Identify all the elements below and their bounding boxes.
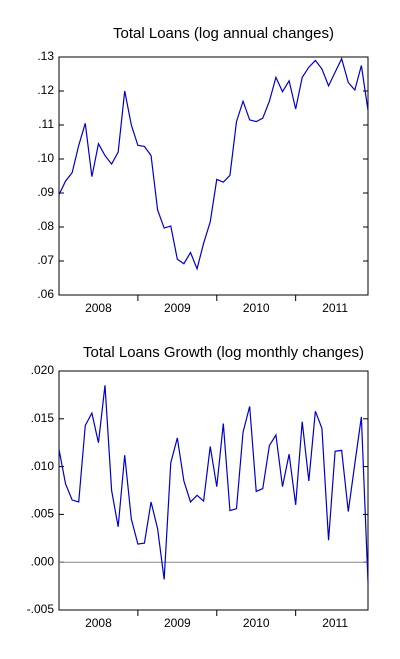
plot-frame bbox=[58, 370, 369, 611]
plot-frame bbox=[58, 56, 369, 296]
y-tick-label: .09 bbox=[37, 185, 54, 199]
x-tick-label: 2010 bbox=[243, 616, 270, 630]
chart-title: Total Loans Growth (log monthly changes) bbox=[83, 344, 364, 361]
y-tick-label: -.005 bbox=[27, 602, 55, 616]
data-line bbox=[58, 385, 369, 583]
y-tick-label: .06 bbox=[37, 287, 54, 301]
y-tick-label: .12 bbox=[37, 83, 54, 97]
y-tick-label: .015 bbox=[31, 411, 55, 425]
x-tick-label: 2009 bbox=[164, 616, 191, 630]
x-tick-label: 2011 bbox=[322, 301, 348, 315]
x-tick-label: 2011 bbox=[322, 616, 348, 630]
y-tick-label: .07 bbox=[37, 253, 54, 267]
x-tick-label: 2008 bbox=[85, 301, 112, 315]
x-tick-label: 2009 bbox=[164, 301, 191, 315]
y-tick-label: .020 bbox=[31, 363, 55, 377]
x-tick-label: 2010 bbox=[243, 301, 270, 315]
data-line bbox=[58, 57, 369, 271]
y-tick-label: .000 bbox=[31, 554, 55, 568]
y-tick-label: .08 bbox=[37, 219, 54, 233]
y-tick-label: .11 bbox=[38, 117, 54, 131]
chart-title: Total Loans (log annual changes) bbox=[113, 25, 334, 42]
y-tick-label: .010 bbox=[31, 459, 55, 473]
y-tick-label: .10 bbox=[37, 151, 54, 165]
x-tick-label: 2008 bbox=[85, 616, 112, 630]
y-tick-label: .005 bbox=[31, 507, 55, 521]
y-tick-label: .13 bbox=[37, 49, 54, 63]
